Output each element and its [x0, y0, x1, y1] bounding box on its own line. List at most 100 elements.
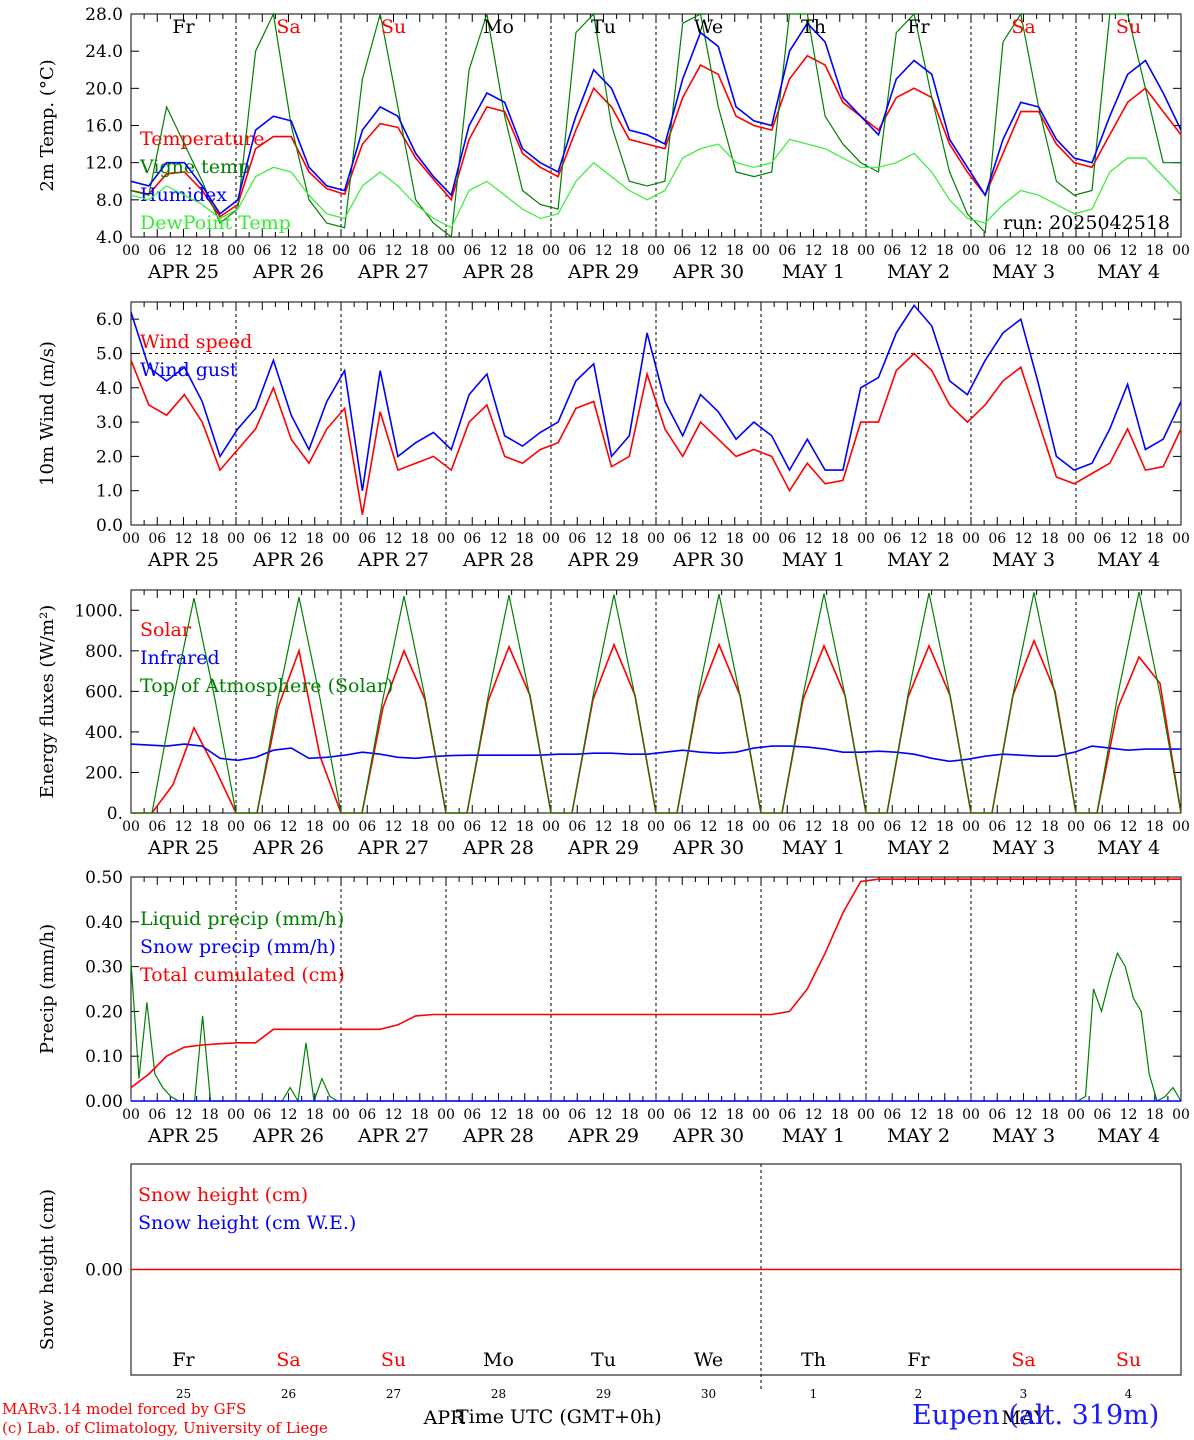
- y-tick-label: 8.0: [96, 191, 123, 211]
- hour-label: 06: [358, 243, 376, 259]
- hour-label: 12: [280, 819, 298, 835]
- y-axis-label: Snow height (cm): [37, 1189, 58, 1350]
- hour-label: 18: [1041, 531, 1059, 547]
- hour-label: 18: [831, 819, 849, 835]
- date-label: APR 28: [462, 1125, 534, 1147]
- hour-label: 00: [227, 243, 245, 259]
- y-axis-label: 2m Temp. (°C): [37, 59, 58, 191]
- hour-label: 00: [227, 819, 245, 835]
- run-label: run: 2025042518: [1003, 212, 1170, 234]
- hour-label: 18: [1041, 1107, 1059, 1123]
- hour-label: 06: [1093, 819, 1111, 835]
- hour-label: 06: [568, 531, 586, 547]
- credit-model: MARv3.14 model forced by GFS: [2, 1400, 247, 1418]
- y-axis-label: Precip (mm/h): [37, 924, 58, 1054]
- series-line-dewpoint-temp: [130, 138, 1182, 229]
- hour-label: 12: [385, 243, 403, 259]
- hour-label: 18: [831, 243, 849, 259]
- hour-label: 12: [490, 243, 508, 259]
- hour-label: 18: [936, 819, 954, 835]
- hour-label: 12: [175, 1107, 193, 1123]
- hour-label: 06: [358, 819, 376, 835]
- hour-label: 18: [411, 531, 429, 547]
- hour-label: 18: [306, 1107, 324, 1123]
- hour-label: 18: [411, 819, 429, 835]
- hour-label: 00: [647, 531, 665, 547]
- hour-label: 06: [883, 1107, 901, 1123]
- date-label: APR 30: [672, 837, 744, 859]
- hour-label: 00: [542, 243, 560, 259]
- legend-entry: Wind gust: [140, 359, 238, 381]
- date-label: MAY 4: [1097, 1125, 1160, 1147]
- hour-label: 18: [516, 1107, 534, 1123]
- hour-label: 00: [647, 243, 665, 259]
- date-label: APR 30: [672, 1125, 744, 1147]
- date-label: APR 25: [147, 261, 219, 283]
- y-tick-label: 0.00: [85, 1261, 123, 1281]
- hour-label: 18: [936, 531, 954, 547]
- day-name-bottom: Th: [801, 1349, 826, 1371]
- hour-label: 12: [595, 819, 613, 835]
- hour-label: 06: [463, 531, 481, 547]
- hour-label: 06: [673, 531, 691, 547]
- month-label: MAY: [1002, 1407, 1047, 1429]
- x-axis-title: Time UTC (GMT+0h): [456, 1406, 662, 1428]
- date-label: MAY 3: [992, 549, 1055, 571]
- date-label: APR 26: [252, 1125, 324, 1147]
- hour-label: 00: [752, 243, 770, 259]
- hour-label: 18: [306, 243, 324, 259]
- series-line-infrared: [130, 743, 1181, 763]
- hour-label: 00: [962, 531, 980, 547]
- hour-label: 06: [988, 1107, 1006, 1123]
- hour-label: 18: [201, 1107, 219, 1123]
- date-label: APR 26: [252, 837, 324, 859]
- hour-label: 06: [253, 243, 271, 259]
- hour-label: 18: [726, 243, 744, 259]
- day-number: 28: [491, 1387, 506, 1401]
- date-label: APR 27: [357, 837, 429, 859]
- hour-label: 06: [148, 531, 166, 547]
- series-line-solar: [131, 638, 1182, 814]
- date-label: MAY 4: [1097, 261, 1160, 283]
- date-label: MAY 3: [992, 1125, 1055, 1147]
- hour-label: 00: [1172, 243, 1190, 259]
- hour-label: 06: [463, 1107, 481, 1123]
- hour-label: 12: [595, 243, 613, 259]
- day-name-top: Fr: [907, 16, 930, 38]
- date-label: MAY 2: [887, 837, 950, 859]
- hour-label: 12: [280, 1107, 298, 1123]
- hour-label: 00: [1067, 531, 1085, 547]
- series-line-vigne-temp: [130, 12, 1181, 239]
- date-label: MAY 1: [782, 837, 845, 859]
- hour-label: 00: [332, 243, 350, 259]
- hour-label: 12: [175, 819, 193, 835]
- hour-label: 18: [306, 531, 324, 547]
- hour-label: 00: [542, 1107, 560, 1123]
- date-label: MAY 2: [887, 1125, 950, 1147]
- y-tick-label: 3.0: [96, 413, 123, 433]
- day-name-top: Th: [801, 16, 826, 38]
- date-label: MAY 4: [1097, 549, 1160, 571]
- hour-label: 18: [1041, 819, 1059, 835]
- hour-label: 12: [385, 819, 403, 835]
- hour-label: 06: [673, 819, 691, 835]
- date-label: APR 26: [252, 261, 324, 283]
- hour-label: 12: [280, 243, 298, 259]
- hour-label: 06: [568, 1107, 586, 1123]
- day-name-bottom: We: [694, 1349, 723, 1371]
- day-number: 27: [386, 1387, 401, 1401]
- day-name-top: Tu: [591, 16, 616, 38]
- y-tick-label: 1000.: [74, 601, 123, 621]
- hour-label: 12: [1015, 1107, 1033, 1123]
- y-tick-label: 400.: [85, 723, 123, 743]
- hour-label: 18: [621, 531, 639, 547]
- hour-label: 00: [437, 531, 455, 547]
- hour-label: 00: [332, 1107, 350, 1123]
- day-number: 4: [1125, 1387, 1133, 1401]
- date-label: APR 27: [357, 549, 429, 571]
- panel-frame: [130, 13, 1182, 238]
- hour-label: 00: [122, 1107, 140, 1123]
- hour-label: 12: [805, 819, 823, 835]
- date-label: APR 28: [462, 837, 534, 859]
